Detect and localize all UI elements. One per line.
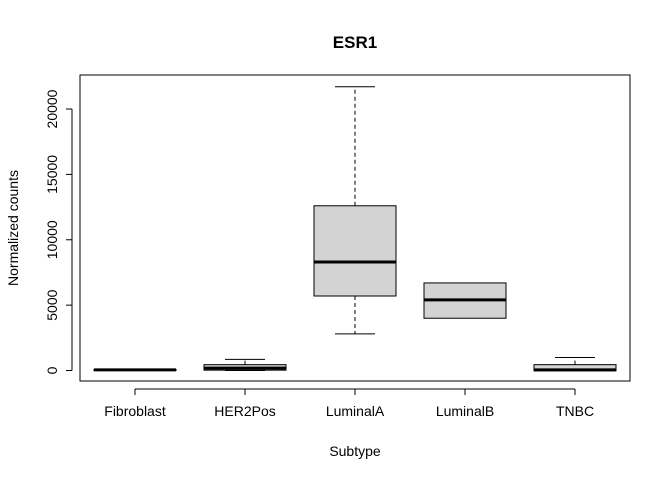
- box-luminalb: [423, 282, 507, 319]
- chart-title: ESR1: [333, 33, 377, 52]
- box-fibroblast: [93, 368, 177, 372]
- x-axis-label: Subtype: [329, 443, 381, 459]
- y-tick-label: 10000: [44, 220, 60, 259]
- box-series: [93, 86, 617, 372]
- y-tick-label: 20000: [44, 89, 60, 128]
- x-axis: Fibroblast HER2Pos LuminalA LuminalB TNBC: [104, 388, 594, 419]
- x-tick-label: LuminalA: [326, 403, 385, 419]
- y-tick-label: 0: [44, 366, 60, 374]
- box-luminala: [313, 86, 397, 335]
- y-axis: 0 5000 10000 15000 20000: [44, 89, 73, 374]
- box-her2pos: [203, 358, 287, 372]
- box-tnbc: [533, 356, 617, 372]
- x-tick-label: HER2Pos: [214, 403, 275, 419]
- plot-area-frame: [79, 74, 631, 382]
- y-axis-label: Normalized counts: [5, 170, 21, 286]
- x-tick-label: Fibroblast: [104, 403, 166, 419]
- x-tick-label: LuminalB: [436, 403, 494, 419]
- x-tick-label: TNBC: [556, 403, 594, 419]
- y-tick-label: 5000: [44, 289, 60, 320]
- box-body: [313, 205, 397, 297]
- y-tick-label: 15000: [44, 155, 60, 194]
